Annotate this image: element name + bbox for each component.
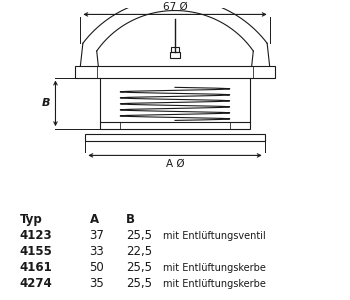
Bar	[75, 66, 275, 78]
Text: 33: 33	[90, 245, 104, 258]
Text: A Ø: A Ø	[166, 158, 184, 168]
Text: mit Entlüftungskerbe: mit Entlüftungskerbe	[163, 263, 266, 273]
Text: 4155: 4155	[20, 245, 53, 258]
Text: 4274: 4274	[20, 277, 52, 290]
Bar	[170, 46, 180, 52]
Text: 25,5: 25,5	[126, 229, 152, 242]
Text: B: B	[126, 213, 135, 226]
Text: Typ: Typ	[20, 213, 43, 226]
Text: 25,5: 25,5	[126, 277, 152, 290]
Text: 4161: 4161	[20, 261, 52, 274]
Text: 67 Ø: 67 Ø	[163, 2, 187, 11]
Text: 50: 50	[90, 261, 104, 274]
Text: mit Entlüftungsventil: mit Entlüftungsventil	[163, 231, 266, 241]
Text: 22,5: 22,5	[126, 245, 152, 258]
Bar	[85, 134, 265, 141]
Bar	[100, 122, 250, 129]
Text: mit Entlüftungskerbe: mit Entlüftungskerbe	[163, 279, 266, 289]
Text: 37: 37	[90, 229, 104, 242]
Text: B: B	[42, 98, 50, 108]
Bar	[169, 52, 181, 58]
Text: A: A	[90, 213, 99, 226]
Text: 4123: 4123	[20, 229, 52, 242]
Text: 25,5: 25,5	[126, 261, 152, 274]
Text: 35: 35	[90, 277, 104, 290]
